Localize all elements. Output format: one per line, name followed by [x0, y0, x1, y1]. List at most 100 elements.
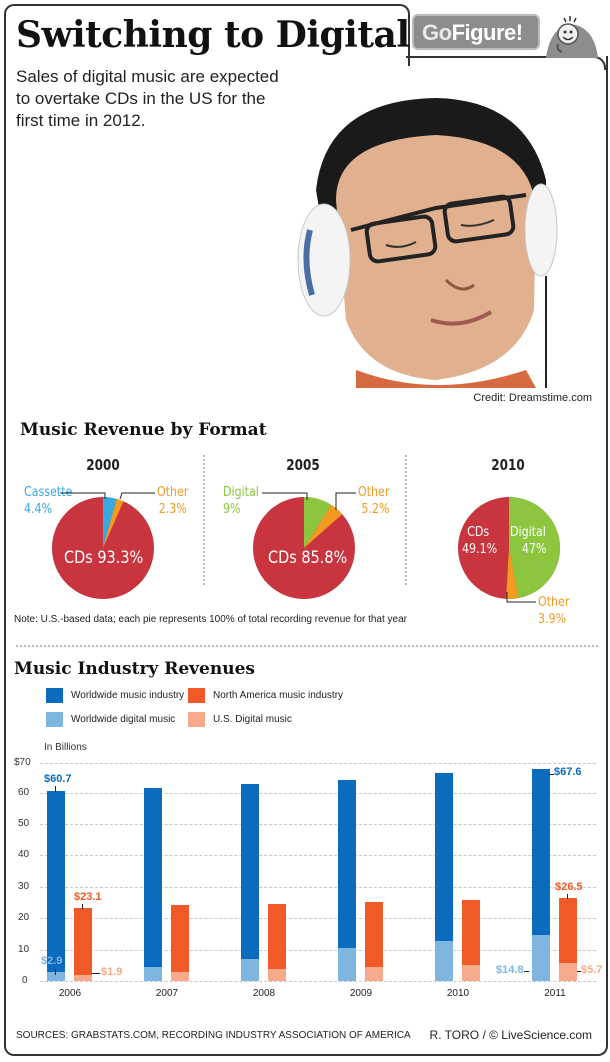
- pie-divider: [203, 455, 205, 585]
- bar-worldwide-2010: [435, 773, 453, 981]
- y-axis-unit: In Billions: [44, 742, 87, 753]
- bar-section-title: Music Industry Revenues: [14, 659, 255, 679]
- digital-value: 9%: [223, 502, 241, 517]
- legend-label: Worldwide digital music: [71, 714, 176, 725]
- pie-year-2000: 2000: [86, 456, 120, 474]
- bar-worldwide-2009: [338, 780, 356, 981]
- man-with-headphones-photo: [297, 98, 558, 388]
- x-label-2010: 2010: [446, 988, 470, 999]
- bar-worldwide-digital-2011: [532, 935, 550, 981]
- other-value: 5.2%: [361, 502, 390, 517]
- bar-na-2011: [559, 898, 577, 981]
- badge-go: Go: [422, 20, 452, 45]
- annotation-wwd-2006: $2.9: [41, 955, 63, 967]
- gofigure-text: GoFigure!: [422, 20, 523, 46]
- annotation-na-2006: $23.1: [74, 891, 102, 903]
- annotation-tick: [567, 894, 568, 899]
- pie-2010-digital-label: Digital 47%: [510, 524, 546, 558]
- y-tick: 0: [22, 975, 28, 986]
- other-label: Other: [358, 485, 390, 500]
- main-frame: [4, 56, 608, 1056]
- pie-chart-2010: [458, 497, 560, 599]
- legend-label: North America music industry: [213, 690, 344, 701]
- bar-us-digital-2011: [559, 963, 577, 981]
- x-label-2007: 2007: [155, 988, 179, 999]
- legend-worldwide-industry: Worldwide music industry: [46, 688, 184, 703]
- pie-2010-cds-label: CDs 49.1%: [462, 524, 497, 558]
- other-label: Other: [157, 485, 189, 500]
- pie-2005-digital-label: Digital 9%: [223, 484, 259, 518]
- legend-label: U.S. Digital music: [213, 714, 292, 725]
- title-frame: [4, 4, 410, 66]
- pie-2005-other-label: Other 5.2%: [358, 484, 389, 518]
- section-divider: [16, 645, 598, 647]
- legend-label: Worldwide music industry: [71, 690, 185, 701]
- pie-note: Note: U.S.-based data; each pie represen…: [14, 614, 408, 625]
- pie-2000-cds-label: CDs 93.3%: [64, 548, 144, 568]
- y-tick: $70: [14, 757, 31, 768]
- y-tick: 50: [18, 818, 30, 829]
- annotation-tick: [55, 786, 56, 792]
- gofigure-badge: GoFigure!: [412, 14, 540, 50]
- legend-swatch: [188, 688, 205, 703]
- gridline: [40, 793, 596, 794]
- bar-na-2006: [74, 908, 92, 981]
- legend-swatch: [46, 688, 63, 703]
- pie-divider: [405, 455, 407, 585]
- legend-swatch: [46, 712, 63, 727]
- bar-worldwide-2006: [47, 791, 65, 981]
- legend-na-industry: North America music industry: [188, 688, 343, 703]
- legend-swatch: [188, 712, 205, 727]
- y-tick: 30: [18, 881, 30, 892]
- page-title: Switching to Digital: [16, 14, 410, 56]
- pie-2000-other-label: Other 2.3%: [157, 484, 188, 518]
- y-tick: 20: [18, 912, 30, 923]
- x-label-2009: 2009: [349, 988, 373, 999]
- gridline: [40, 887, 596, 888]
- annotation-tick: [82, 904, 83, 909]
- pie-section-title: Music Revenue by Format: [20, 420, 267, 440]
- badge-figure: Figure!: [451, 20, 524, 45]
- pie-chart-2005: [253, 497, 355, 599]
- photo-credit: Credit: Dreamstime.com: [473, 392, 592, 404]
- bar-worldwide-digital-2010: [435, 941, 453, 981]
- annotation-tick: [577, 971, 581, 972]
- annotation-tick: [92, 973, 100, 974]
- pie-chart-2000: [52, 497, 154, 599]
- cassette-value: 4.4%: [24, 502, 53, 517]
- bar-us-digital-2009: [365, 967, 383, 981]
- x-label-2006: 2006: [58, 988, 82, 999]
- bar-us-digital-2006: [74, 975, 92, 981]
- pie-2000-cassette-label: Cassette 4.4%: [24, 484, 72, 518]
- legend-us-digital: U.S. Digital music: [188, 712, 292, 727]
- annotation-na-2011: $26.5: [555, 881, 583, 893]
- pie-2005-cds-label: CDs 85.8%: [268, 548, 348, 568]
- bar-na-2007: [171, 905, 189, 981]
- pie-2010-other-label: Other 3.9%: [538, 595, 570, 627]
- gridline: [40, 950, 596, 951]
- byline-text: R. TORO / © LiveScience.com: [429, 1028, 592, 1042]
- annotation-tick: [55, 969, 56, 975]
- y-tick: 40: [18, 849, 30, 860]
- gridline: [40, 824, 596, 825]
- annotation-ww-2006: $60.7: [44, 773, 72, 785]
- bar-worldwide-digital-2007: [144, 967, 162, 981]
- x-label-2008: 2008: [252, 988, 276, 999]
- bar-na-2009: [365, 902, 383, 981]
- pie-year-2005: 2005: [286, 456, 320, 474]
- bar-us-digital-2008: [268, 969, 286, 981]
- cds-label: CDs: [467, 525, 490, 540]
- bar-worldwide-digital-2006: [47, 972, 65, 981]
- y-tick: 10: [18, 944, 30, 955]
- sources-text: SOURCES: GRABSTATS.COM, RECORDING INDUST…: [16, 1030, 411, 1041]
- bar-worldwide-2008: [241, 784, 259, 981]
- pie-year-2010: 2010: [491, 456, 525, 474]
- bar-worldwide-digital-2008: [241, 959, 259, 981]
- gridline: [40, 918, 596, 919]
- frame-corner: [406, 56, 606, 70]
- cassette-label: Cassette: [24, 485, 73, 500]
- other-value: 2.3%: [158, 502, 187, 517]
- annotation-wwd-2011: $14.8: [496, 964, 524, 976]
- y-tick: 60: [18, 787, 30, 798]
- leader-lines: [506, 592, 536, 603]
